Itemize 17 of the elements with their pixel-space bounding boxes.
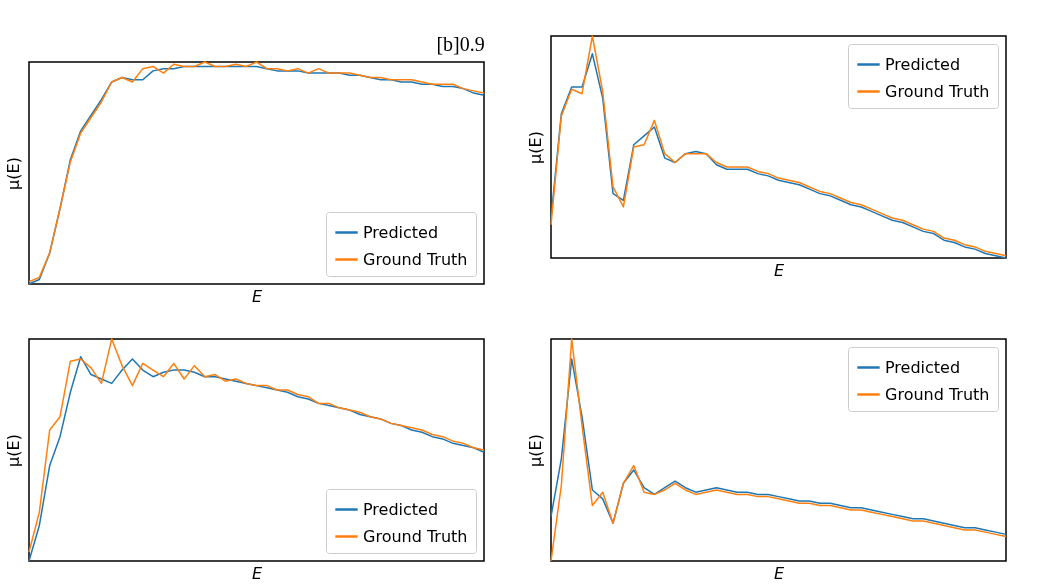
legend-label: Predicted	[363, 499, 439, 519]
legend-label: Predicted	[363, 222, 439, 242]
legend-label: Ground Truth	[363, 249, 468, 269]
legend-label: Predicted	[885, 357, 961, 377]
legend-label: Predicted	[885, 54, 961, 74]
legend-label: Ground Truth	[363, 526, 468, 546]
chart-title: [b]0.9	[436, 33, 485, 56]
legend-label: Ground Truth	[885, 384, 990, 404]
x-axis-title: E	[251, 286, 263, 306]
x-axis-title: E	[773, 563, 785, 583]
y-axis-title: μ(E)	[525, 434, 545, 467]
y-axis-title: μ(E)	[3, 157, 23, 190]
legend-label: Ground Truth	[885, 81, 990, 101]
x-axis-title: E	[773, 260, 785, 280]
y-axis-title: μ(E)	[525, 131, 545, 164]
y-axis-title: μ(E)	[3, 434, 23, 467]
x-axis-title: E	[251, 563, 263, 583]
